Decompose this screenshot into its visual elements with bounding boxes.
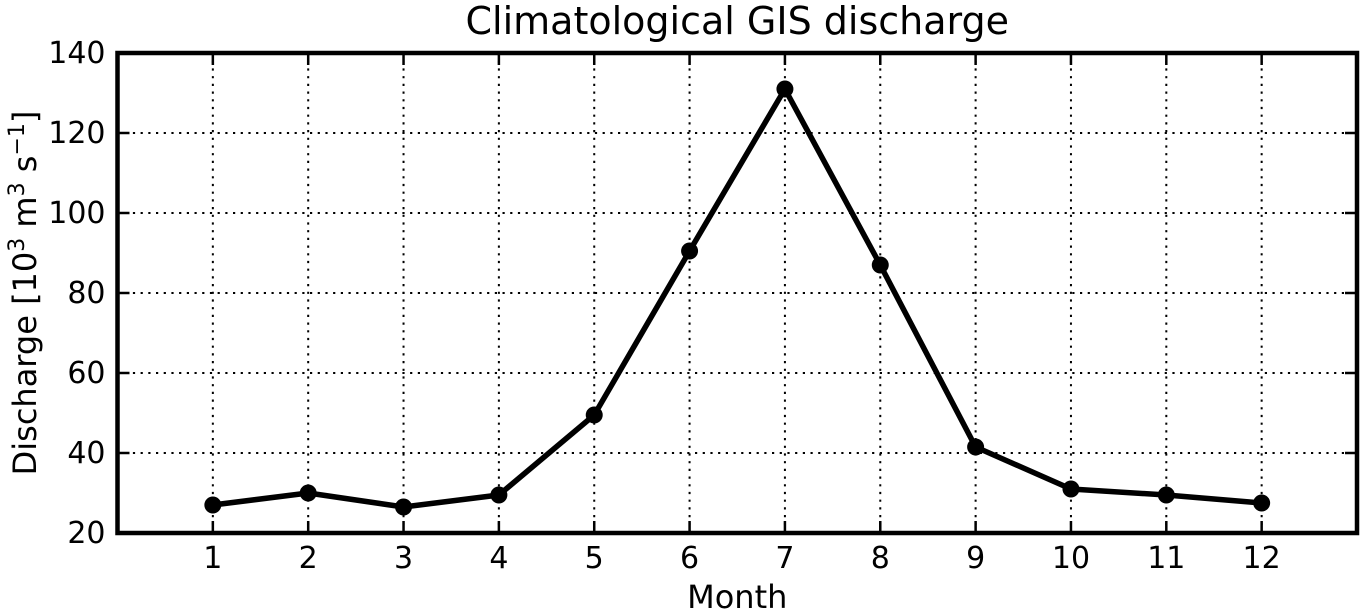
x-axis-label: Month bbox=[687, 578, 787, 613]
x-tick-label: 8 bbox=[871, 541, 890, 576]
y-tick-label: 60 bbox=[67, 356, 105, 391]
data-point-month-8 bbox=[871, 256, 889, 274]
y-axis-label-part: m bbox=[6, 196, 44, 237]
data-line bbox=[212, 86, 1262, 510]
x-tick-label: 4 bbox=[489, 541, 508, 576]
gridlines bbox=[117, 53, 1357, 533]
y-tick-label: 80 bbox=[67, 276, 105, 311]
x-tick-label: 9 bbox=[966, 541, 985, 576]
y-tick-label: 140 bbox=[48, 36, 105, 71]
x-tick-label: 1 bbox=[203, 541, 222, 576]
y-tick-label: 120 bbox=[48, 116, 105, 151]
y-tick-label: 100 bbox=[48, 196, 105, 231]
y-tick-label: 40 bbox=[67, 436, 105, 471]
y-axis-label-superscript: −1 bbox=[5, 123, 30, 155]
y-axis-label-part: s bbox=[6, 156, 44, 183]
x-tick-label: 12 bbox=[1243, 541, 1281, 576]
data-point-month-12 bbox=[1253, 494, 1271, 512]
data-points bbox=[204, 80, 1271, 516]
data-point-month-1 bbox=[204, 496, 222, 514]
y-axis-label-part: Discharge [10 bbox=[6, 252, 44, 476]
data-point-month-2 bbox=[299, 484, 317, 502]
data-point-month-5 bbox=[585, 406, 603, 424]
x-tick-label: 7 bbox=[775, 541, 794, 576]
x-tick-label: 6 bbox=[680, 541, 699, 576]
data-point-month-7 bbox=[776, 80, 794, 98]
x-tick-label: 5 bbox=[585, 541, 604, 576]
x-tick-label: 2 bbox=[299, 541, 318, 576]
y-axis-label-superscript: 3 bbox=[5, 238, 30, 252]
data-point-month-10 bbox=[1062, 480, 1080, 498]
data-point-month-6 bbox=[681, 242, 699, 260]
data-point-month-9 bbox=[967, 438, 985, 456]
y-axis-label-superscript: 3 bbox=[5, 182, 30, 196]
data-point-month-4 bbox=[490, 486, 508, 504]
y-axis-label-part: ] bbox=[6, 111, 44, 123]
x-tick-label: 10 bbox=[1052, 541, 1090, 576]
y-axis-label: Discharge [103 m3 s−1] bbox=[5, 111, 44, 476]
x-tick-label: 11 bbox=[1147, 541, 1185, 576]
chart-title: Climatological GIS discharge bbox=[466, 0, 1009, 43]
data-point-month-11 bbox=[1157, 486, 1175, 504]
data-point-month-3 bbox=[395, 498, 413, 516]
x-tick-label: 3 bbox=[394, 541, 413, 576]
plot-frame bbox=[115, 50, 1360, 536]
y-tick-label: 20 bbox=[67, 516, 105, 551]
